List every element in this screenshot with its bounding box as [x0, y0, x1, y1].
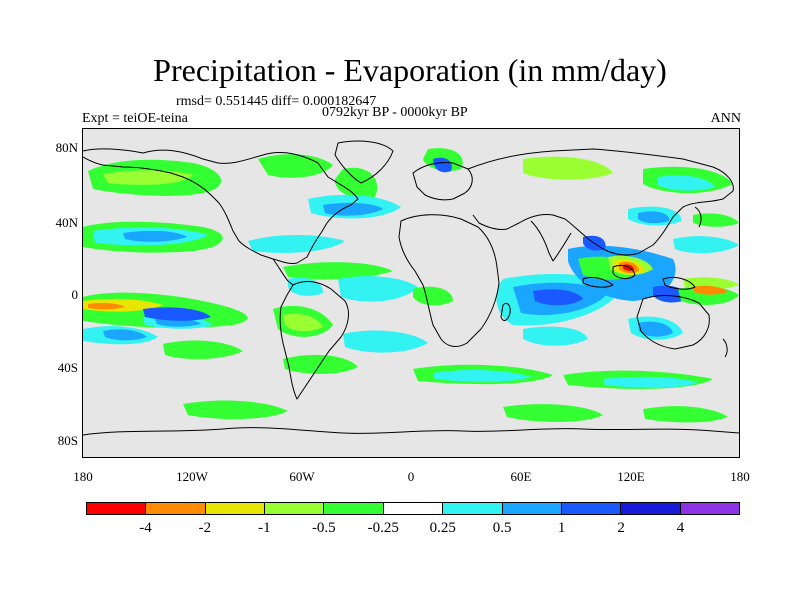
colorbar-box-9 [621, 503, 681, 514]
anomaly-green-antarctic-margin-east [503, 404, 603, 422]
experiment-label: Expt = teiOE-teina [82, 111, 188, 126]
anomaly-orange-south-pacific [693, 285, 728, 295]
anomaly-blue-central-pacific [143, 307, 211, 321]
colorbar-box-10 [680, 503, 739, 514]
coast-europe [412, 162, 473, 201]
coast-central-america [272, 258, 294, 286]
anomaly-cyan-west-pacific [673, 236, 739, 254]
coast-borneo [612, 264, 636, 280]
coast-japan [694, 206, 702, 228]
anomaly-green-west-pacific [693, 213, 739, 227]
anomaly-cyan-tropical-atlantic [338, 276, 418, 302]
coast-madagascar [500, 302, 511, 321]
coast-new-zealand [722, 338, 728, 358]
lon-label-180w: 180 [73, 469, 93, 484]
lon-label-180e: 180 [730, 469, 750, 484]
colorbar-box-5 [383, 503, 444, 514]
anomaly-darkblue-indian-ocean [533, 289, 583, 306]
colorbar-box-1 [146, 503, 206, 514]
colorbar [86, 502, 740, 515]
colorbar-label-1: -2 [198, 520, 212, 536]
colorbar-label-4: -0.25 [367, 520, 399, 536]
anomaly-lime-south-america [283, 313, 323, 332]
lon-label-60e: 60E [510, 469, 532, 484]
anomaly-cyan-south-atlantic [343, 330, 428, 353]
coast-australia [636, 295, 710, 350]
colorbar-label-5: 0.25 [429, 520, 456, 536]
anomaly-blue-north-pacific [123, 230, 187, 242]
lon-label-120e: 120E [617, 469, 645, 484]
colorbar-label-9: 4 [676, 520, 685, 536]
colorbar-label-2: -1 [258, 520, 271, 536]
lon-label-60w: 60W [289, 469, 315, 484]
coast-north-america [83, 148, 359, 264]
coast-south-america [279, 281, 349, 400]
anomaly-blue-south-pacific-west [103, 329, 147, 341]
anomaly-blue-australia [638, 321, 673, 337]
colorbar-label-7: 1 [557, 520, 566, 536]
colorbar-box-4 [324, 503, 384, 514]
colorbar-box-7 [502, 503, 562, 514]
lat-label-40n: 40N [55, 215, 78, 230]
anomaly-green-north-atlantic [334, 167, 378, 199]
lat-label-80n: 80N [55, 140, 78, 155]
colorbar-label-8: 2 [617, 520, 625, 536]
anomaly-green-south-pacific-mid [163, 340, 243, 360]
map-panel [82, 128, 740, 458]
season-label: ANN [710, 111, 741, 126]
anomaly-fields [83, 148, 739, 423]
lat-label-40s: 40S [57, 360, 78, 375]
coast-new-guinea [662, 276, 696, 290]
anomaly-cyan-southern-ocean-indian [433, 370, 531, 382]
anomaly-lime-arctic-pacific [103, 170, 193, 185]
colorbar-label-3: -0.5 [311, 520, 336, 536]
colorbar-box-2 [205, 503, 266, 514]
anomaly-cyan-gulf-stream [248, 235, 345, 253]
lon-label-0: 0 [407, 469, 415, 484]
anomaly-green-antarctic-margin-far-east [643, 406, 728, 423]
coast-greenland [334, 140, 394, 184]
anomaly-lime-siberia [523, 156, 613, 180]
colorbar-box-6 [443, 503, 503, 514]
anomaly-blue-europe [433, 157, 452, 173]
anomaly-green-africa [413, 286, 453, 306]
colorbar-box-8 [561, 503, 622, 514]
lat-label-0: 0 [71, 287, 79, 302]
stats-readout: rmsd= 0.551445 diff= 0.000182647 [176, 94, 377, 109]
coast-india [530, 220, 572, 262]
colorbar-label-6: 0.5 [492, 520, 512, 536]
anomaly-cyan-east-asia [658, 175, 715, 191]
anomaly-blue-china [638, 211, 670, 224]
coastlines [83, 140, 739, 436]
colorbar-label-0: -4 [139, 520, 152, 536]
anomaly-cyan-south-america [288, 277, 323, 296]
anomaly-cyan-southern-ocean-pacific [603, 376, 698, 388]
coast-sumatra [582, 276, 614, 288]
colorbar-box-0 [87, 503, 147, 514]
period-label: 0792kyr BP - 0000kyr BP [322, 105, 468, 120]
anomaly-green-atlantic-subtropics [283, 262, 393, 280]
anomaly-green-antarctic-margin-west [183, 400, 288, 420]
anomaly-green-canada [258, 154, 333, 178]
lon-label-120w: 120W [176, 469, 208, 484]
anomaly-cyan-south-indian [523, 326, 588, 346]
coast-asia [467, 148, 734, 256]
colorbar-box-3 [265, 503, 325, 514]
coast-antarctica [83, 427, 739, 436]
lat-label-80s: 80S [57, 433, 78, 448]
coast-africa [398, 214, 500, 347]
map-svg [83, 140, 739, 436]
anomaly-orange-tropical-pacific [88, 303, 125, 310]
plot-title: Precipitation - Evaporation (in mm/day) [153, 52, 667, 88]
